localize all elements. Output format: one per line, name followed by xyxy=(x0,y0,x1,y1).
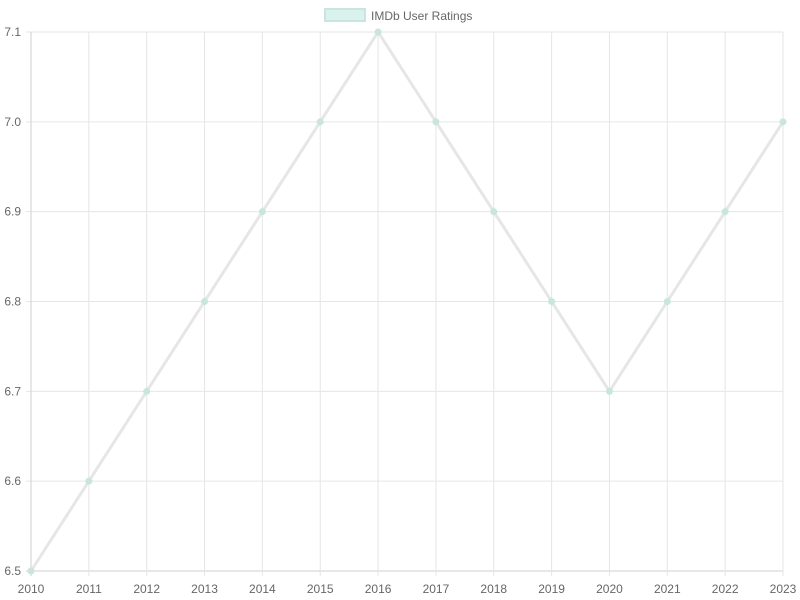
x-tick-label: 2018 xyxy=(480,582,507,596)
y-tick-label: 7.0 xyxy=(4,115,21,129)
x-tick-label: 2019 xyxy=(538,582,565,596)
x-tick-label: 2016 xyxy=(365,582,392,596)
data-point[interactable] xyxy=(548,298,556,305)
legend[interactable]: IMDb User Ratings xyxy=(324,8,472,23)
x-tick-label: 2014 xyxy=(249,582,276,596)
x-tick-label: 2012 xyxy=(133,582,160,596)
y-tick-label: 7.1 xyxy=(4,25,21,39)
series-layer xyxy=(27,28,787,575)
x-tick-label: 2021 xyxy=(654,582,681,596)
x-tick-label: 2015 xyxy=(307,582,334,596)
data-point[interactable] xyxy=(316,118,324,126)
y-tick-label: 6.7 xyxy=(4,384,21,398)
data-point[interactable] xyxy=(721,208,729,216)
data-point[interactable] xyxy=(143,387,151,395)
series-line xyxy=(29,29,785,572)
data-point[interactable] xyxy=(85,477,93,485)
x-tick-label: 2011 xyxy=(76,582,102,596)
y-tick-label: 6.8 xyxy=(4,295,21,309)
data-point[interactable] xyxy=(490,208,498,216)
data-point[interactable] xyxy=(374,28,382,36)
legend-swatch[interactable] xyxy=(324,8,366,22)
data-point[interactable] xyxy=(27,567,35,575)
data-point[interactable] xyxy=(605,387,613,395)
data-point[interactable] xyxy=(258,208,266,216)
x-tick-label: 2020 xyxy=(596,582,623,596)
x-tick-label: 2010 xyxy=(18,582,45,596)
y-tick-label: 6.9 xyxy=(4,205,21,219)
y-tick-label: 6.5 xyxy=(4,564,21,578)
data-point[interactable] xyxy=(201,298,209,305)
grid-layer xyxy=(26,31,784,576)
data-point[interactable] xyxy=(432,118,440,126)
x-tick-label: 2023 xyxy=(770,582,797,596)
axis-layer: 6.5 6.6 6.7 6.8 6.9 7.0 7.1 2010 2011 2012 2013 201… xyxy=(4,25,796,596)
x-tick-label: 2013 xyxy=(191,582,218,596)
y-tick-label: 6.6 xyxy=(4,474,21,488)
data-point[interactable] xyxy=(779,118,787,126)
legend-label[interactable]: IMDb User Ratings xyxy=(371,9,472,23)
data-point[interactable] xyxy=(663,298,671,305)
x-tick-label: 2022 xyxy=(712,582,739,596)
x-tick-label: 2017 xyxy=(423,582,450,596)
